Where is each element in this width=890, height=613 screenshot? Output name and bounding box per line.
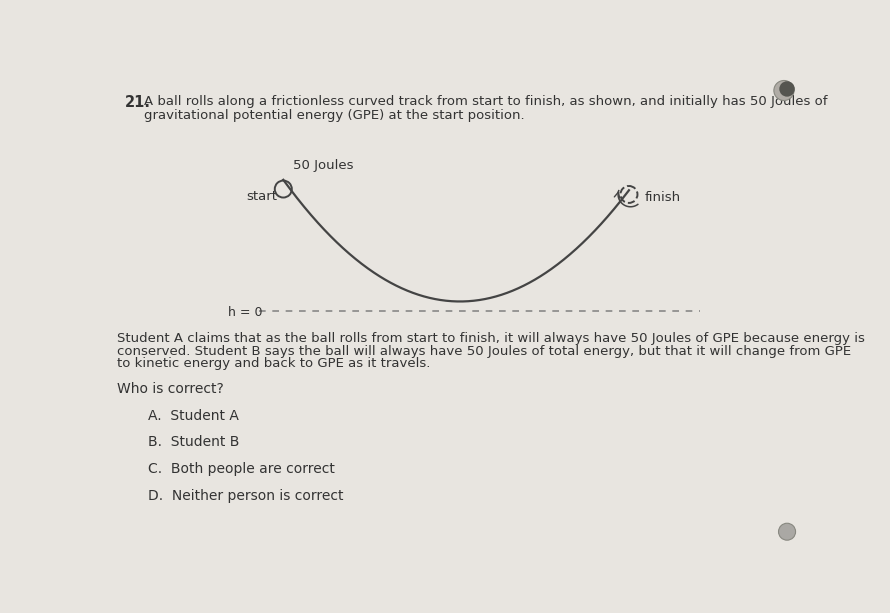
Text: h = 0: h = 0 <box>228 306 262 319</box>
Text: D.  Neither person is correct: D. Neither person is correct <box>149 489 344 503</box>
Text: A.  Student A: A. Student A <box>149 408 239 422</box>
Text: C.  Both people are correct: C. Both people are correct <box>149 462 336 476</box>
Text: to kinetic energy and back to GPE as it travels.: to kinetic energy and back to GPE as it … <box>117 357 431 370</box>
Circle shape <box>779 524 796 540</box>
Text: conserved. Student B says the ball will always have 50 Joules of total energy, b: conserved. Student B says the ball will … <box>117 345 852 357</box>
Circle shape <box>774 80 794 101</box>
Circle shape <box>780 82 795 97</box>
Text: B.  Student B: B. Student B <box>149 435 239 449</box>
Text: Who is correct?: Who is correct? <box>117 381 224 395</box>
Text: Student A claims that as the ball rolls from start to finish, it will always hav: Student A claims that as the ball rolls … <box>117 332 865 345</box>
Text: finish: finish <box>644 191 681 204</box>
Text: A ball rolls along a frictionless curved track from start to finish, as shown, a: A ball rolls along a frictionless curved… <box>144 95 828 108</box>
Text: 21.: 21. <box>125 95 151 110</box>
Text: 50 Joules: 50 Joules <box>293 159 353 172</box>
Text: gravitational potential energy (GPE) at the start position.: gravitational potential energy (GPE) at … <box>144 109 524 122</box>
Text: start: start <box>247 190 277 203</box>
